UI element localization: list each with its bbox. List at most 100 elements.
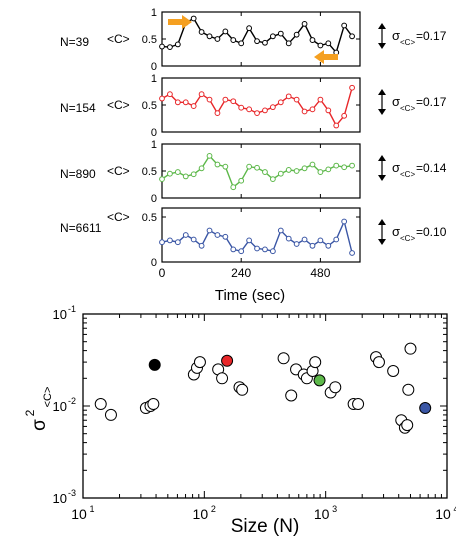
data-point [317,169,324,175]
scatter-point [147,398,160,411]
data-point [246,163,253,170]
data-point [309,242,316,249]
panel-n-label: N=6611 [60,221,102,235]
sigma-arrowhead-up [378,155,386,161]
data-point [167,91,173,98]
data-point [341,112,348,119]
data-point [285,235,292,242]
scatter-point [387,365,400,378]
y-tick-label: 10 [53,399,67,414]
sigma-symbol: σ [392,94,400,109]
data-point [230,98,237,105]
scatter-point [94,398,107,411]
sigma-subscript: <C> [400,170,415,179]
data-point [317,96,324,103]
data-point [325,40,332,47]
data-point [309,106,316,113]
data-point [182,173,189,180]
series-line [161,87,353,127]
data-point [198,29,205,35]
sigma-arrowhead-down [378,175,386,181]
y-tick-label: 1 [151,73,157,85]
data-point [190,236,197,243]
y-tick-exponent: -3 [68,488,76,498]
y-tick-label: 10 [53,491,67,506]
data-point [167,237,173,244]
data-point [262,39,268,46]
data-point [238,248,245,255]
data-point [198,242,205,249]
data-point [214,36,221,42]
panel-n-label: N=154 [60,101,96,115]
data-point [301,165,308,172]
data-point [159,95,165,102]
scatter-point [236,383,249,396]
data-point [277,30,284,37]
sigma-value: =0.14 [416,161,447,175]
data-point [254,110,260,116]
data-point [269,248,276,255]
sigma-subscript: <C> [400,38,415,47]
data-point [246,25,253,32]
data-point [174,239,181,246]
data-point [349,250,355,256]
y-tick-label: 0.5 [142,100,157,112]
series-line [161,154,353,189]
data-point [214,161,221,168]
scatter-point [104,408,117,421]
data-point [325,107,332,114]
data-point [285,40,292,47]
data-point [333,162,340,169]
data-point [333,122,340,129]
data-point [269,104,276,111]
y-tick-label: 10 [53,307,67,322]
data-point [159,176,165,183]
x-tick-label: 10 [435,506,451,522]
scatter-point [404,342,417,355]
scatter-point [329,381,342,394]
data-point [301,236,308,243]
data-point [269,176,276,183]
y-tick-exponent: -1 [68,304,76,314]
data-point [206,96,213,103]
data-point [293,96,300,103]
data-point [222,28,229,35]
sigma-arrowhead-down [378,43,386,49]
variance-vs-size-scatter: 10110210310410-310-210-1 [53,304,456,522]
sigma-symbol: σ [392,28,400,43]
data-point [222,163,229,170]
sigma-arrowhead-up [378,89,386,95]
data-point [269,33,276,40]
data-point [238,40,245,47]
data-point [230,246,237,253]
sigma-value: =0.17 [416,95,447,109]
data-point [301,108,308,115]
data-point [254,38,260,45]
x-tick-exponent: 4 [453,504,456,514]
scatter-point [401,419,414,432]
data-point [182,232,189,238]
variance-axis-label: σ 2 <C> [23,387,54,431]
scatter-frame [82,313,448,499]
y-tick-label: 1 [151,139,157,151]
data-point [222,96,229,103]
data-point [198,91,205,98]
y-axis-label: <C> [107,32,130,46]
orange-arrow-left [314,50,338,64]
y-axis-label: <C> [107,164,130,178]
data-point [190,103,197,109]
x-tick-label: 0 [159,266,166,280]
data-point [230,37,237,43]
y-tick-label: 0.5 [142,34,157,46]
panel-frame [161,207,361,263]
sigma-arrowhead-up [378,23,386,29]
variance-axis-sup: 2 [23,409,37,416]
sigma-arrowhead-down [378,239,386,245]
y-tick-label: 0 [151,61,157,73]
variance-axis-sub: <C> [42,387,54,408]
variance-axis-sigma: σ [29,419,50,431]
data-point [317,42,324,49]
data-point [206,33,213,40]
data-point [190,171,197,178]
